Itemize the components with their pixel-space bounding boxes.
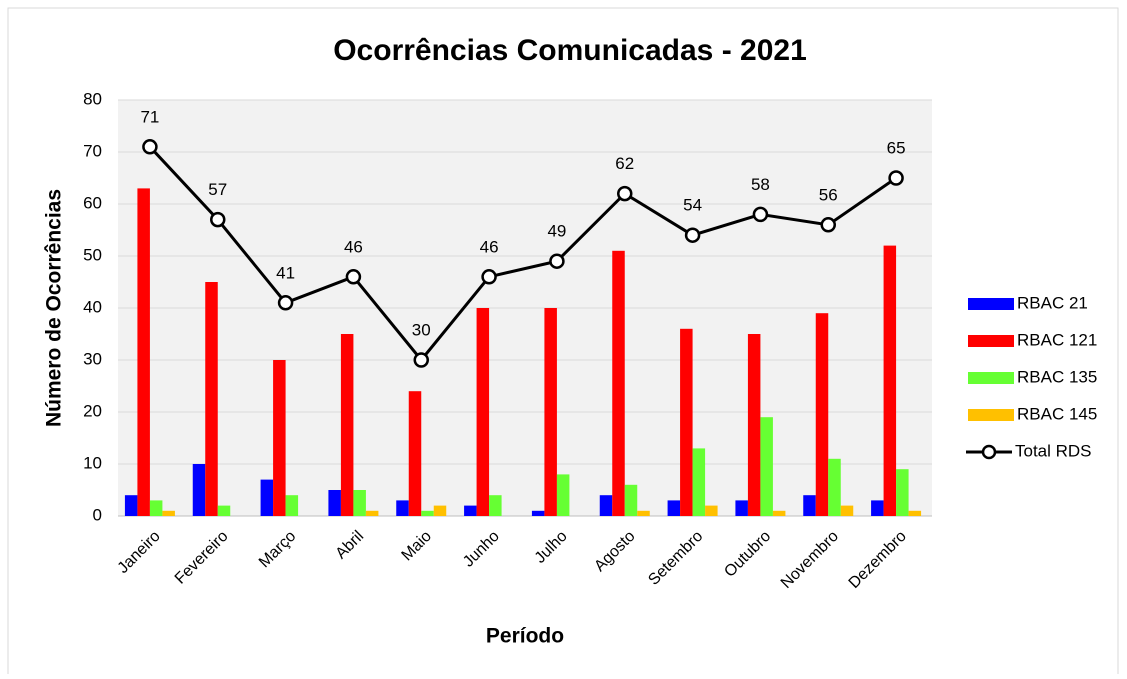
legend-label: RBAC 145 bbox=[1017, 404, 1097, 423]
bar bbox=[556, 474, 570, 516]
y-tick-label: 80 bbox=[83, 89, 102, 108]
bar bbox=[217, 505, 231, 516]
bar bbox=[840, 505, 854, 516]
y-tick-label: 30 bbox=[83, 349, 102, 368]
data-label: 41 bbox=[276, 263, 295, 282]
bar bbox=[149, 500, 163, 516]
bar bbox=[464, 505, 477, 516]
bar bbox=[476, 308, 490, 516]
data-label: 56 bbox=[819, 185, 838, 204]
bar bbox=[162, 510, 175, 516]
bar bbox=[612, 250, 625, 517]
bar bbox=[735, 500, 748, 516]
data-label: 30 bbox=[412, 320, 431, 339]
bar bbox=[599, 495, 613, 516]
legend-label: RBAC 21 bbox=[1017, 293, 1088, 312]
data-label: 71 bbox=[140, 107, 159, 126]
line-point bbox=[820, 217, 836, 233]
y-tick-label: 50 bbox=[83, 245, 102, 264]
bar bbox=[396, 500, 409, 516]
y-tick-label: 20 bbox=[83, 401, 102, 420]
bar bbox=[273, 360, 286, 516]
line-point bbox=[210, 211, 226, 228]
bar bbox=[205, 282, 218, 516]
bar bbox=[637, 510, 650, 516]
bar bbox=[124, 495, 138, 516]
y-tick-label: 70 bbox=[83, 141, 102, 160]
line-point bbox=[345, 269, 362, 285]
bar bbox=[760, 417, 773, 516]
bar bbox=[260, 479, 274, 516]
bar bbox=[421, 510, 434, 516]
bar bbox=[908, 510, 922, 516]
legend-marker bbox=[981, 444, 997, 460]
line bbox=[148, 145, 897, 363]
data-label: 46 bbox=[480, 237, 499, 256]
bar bbox=[896, 469, 909, 516]
line-point bbox=[277, 295, 294, 311]
bar bbox=[692, 448, 706, 516]
bar bbox=[137, 188, 150, 516]
bar bbox=[705, 505, 718, 516]
bar bbox=[772, 510, 786, 516]
legend-label: RBAC 135 bbox=[1017, 367, 1097, 386]
legend-swatch bbox=[968, 372, 1014, 384]
y-tick-label: 40 bbox=[83, 297, 102, 316]
data-label: 57 bbox=[208, 180, 227, 199]
bar bbox=[433, 505, 447, 516]
bar bbox=[828, 458, 841, 516]
bar bbox=[544, 308, 557, 516]
bar bbox=[871, 500, 884, 516]
legend-swatch bbox=[968, 409, 1014, 421]
data-label: 58 bbox=[751, 175, 770, 194]
legend-swatch bbox=[968, 335, 1014, 347]
bar bbox=[340, 334, 354, 516]
bar bbox=[408, 391, 422, 516]
legend-label: Total RDS bbox=[1015, 441, 1092, 460]
y-axis-label: Número de Ocorrências bbox=[43, 189, 66, 427]
bar bbox=[667, 500, 681, 516]
bar bbox=[489, 495, 502, 516]
line-point bbox=[142, 139, 158, 155]
y-tick-label: 60 bbox=[83, 193, 102, 212]
bar bbox=[531, 510, 545, 516]
data-label: 65 bbox=[887, 138, 906, 157]
x-axis-label: Período bbox=[486, 625, 564, 648]
line-point bbox=[752, 206, 769, 223]
line-point bbox=[549, 253, 565, 269]
bar bbox=[624, 484, 638, 516]
y-tick-label: 0 bbox=[93, 505, 102, 524]
bar bbox=[353, 490, 366, 516]
bar bbox=[192, 464, 206, 516]
bar bbox=[815, 313, 829, 516]
bar bbox=[285, 495, 299, 516]
data-label: 54 bbox=[683, 196, 702, 215]
chart-title: Ocorrências Comunicadas - 2021 bbox=[333, 34, 807, 67]
bar bbox=[883, 245, 897, 516]
line-point bbox=[888, 170, 904, 186]
y-tick-label: 10 bbox=[83, 453, 102, 472]
data-label: 62 bbox=[615, 154, 634, 173]
bar bbox=[328, 490, 341, 516]
bar bbox=[680, 328, 693, 516]
legend-swatch bbox=[968, 298, 1014, 310]
line-point bbox=[617, 185, 633, 202]
bar bbox=[803, 495, 816, 516]
line-point bbox=[413, 352, 429, 368]
line-point bbox=[481, 269, 497, 285]
bar bbox=[747, 334, 761, 516]
bar bbox=[365, 510, 379, 516]
data-label: 49 bbox=[547, 222, 566, 241]
data-label: 46 bbox=[344, 237, 363, 256]
line-point bbox=[684, 227, 701, 243]
legend-label: RBAC 121 bbox=[1017, 330, 1097, 349]
